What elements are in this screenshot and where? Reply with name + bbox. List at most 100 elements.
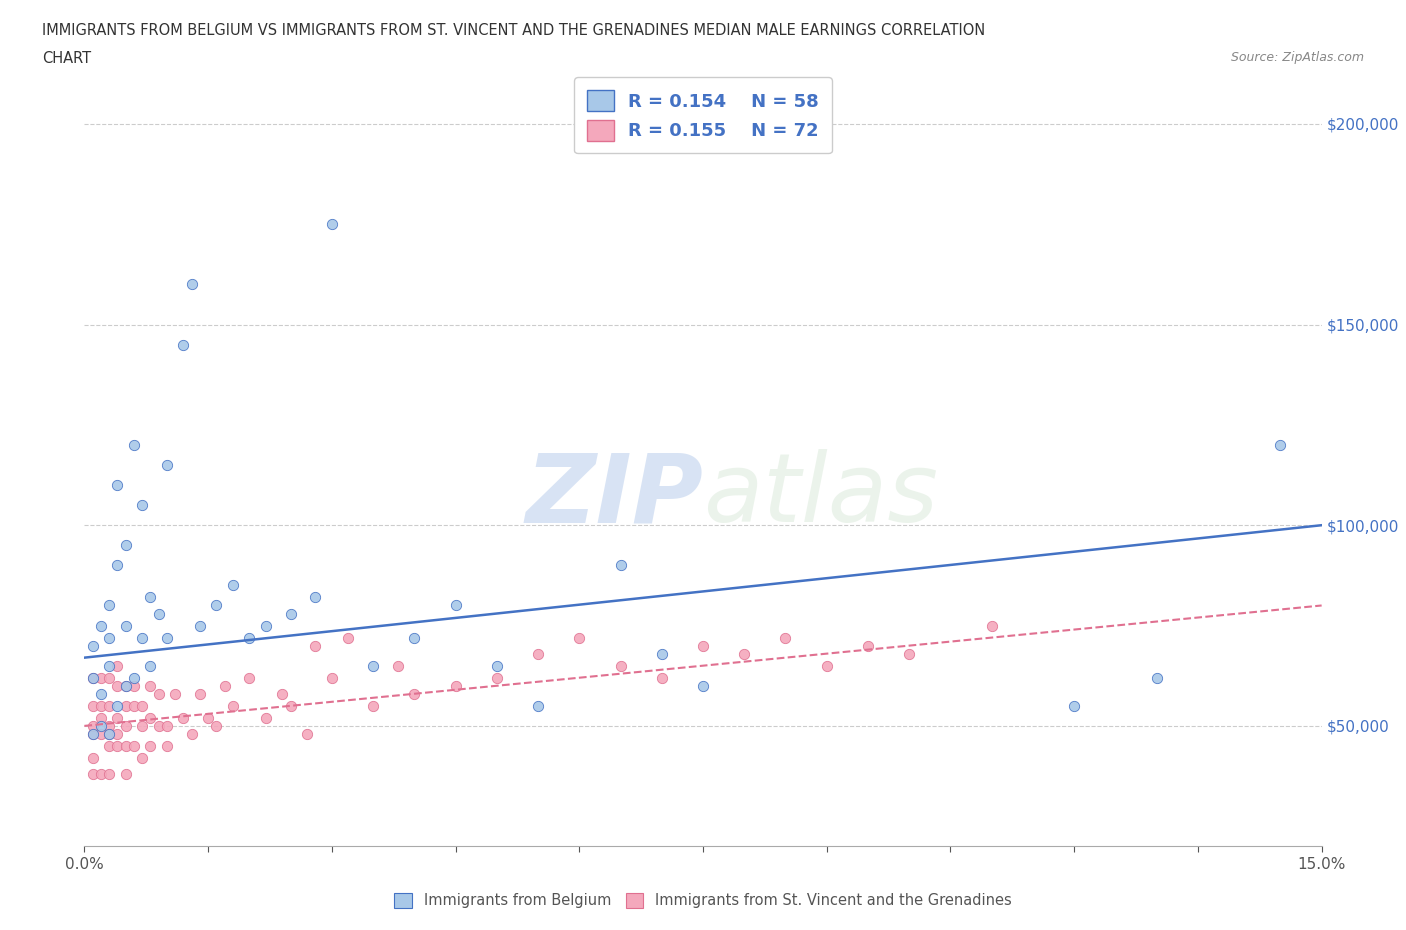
Point xyxy=(105,698,128,713)
Point xyxy=(114,618,136,633)
Point xyxy=(180,726,202,741)
Point xyxy=(82,726,104,741)
Point xyxy=(527,646,550,661)
Point xyxy=(214,678,236,693)
Legend: Immigrants from Belgium, Immigrants from St. Vincent and the Grenadines: Immigrants from Belgium, Immigrants from… xyxy=(387,885,1019,915)
Point xyxy=(898,646,921,661)
Point xyxy=(114,719,136,734)
Point xyxy=(98,631,121,645)
Point xyxy=(156,738,179,753)
Point xyxy=(692,678,714,693)
Point xyxy=(98,726,121,741)
Point xyxy=(444,678,467,693)
Point xyxy=(1270,437,1292,452)
Point xyxy=(105,678,128,693)
Point xyxy=(139,590,162,604)
Point xyxy=(238,631,260,645)
Point xyxy=(82,726,104,741)
Point xyxy=(105,478,128,493)
Point xyxy=(114,678,136,693)
Point xyxy=(90,719,112,734)
Point xyxy=(222,578,245,592)
Text: CHART: CHART xyxy=(42,51,91,66)
Point xyxy=(527,698,550,713)
Point xyxy=(205,598,228,613)
Point xyxy=(1146,671,1168,685)
Point xyxy=(98,671,121,685)
Point xyxy=(775,631,797,645)
Point xyxy=(114,538,136,552)
Point xyxy=(651,671,673,685)
Point xyxy=(156,631,179,645)
Point xyxy=(90,686,112,701)
Point xyxy=(361,698,384,713)
Point xyxy=(485,658,508,673)
Point xyxy=(139,658,162,673)
Point xyxy=(105,558,128,573)
Point xyxy=(82,751,104,765)
Point xyxy=(271,686,294,701)
Point xyxy=(980,618,1002,633)
Point xyxy=(98,658,121,673)
Point xyxy=(122,738,145,753)
Text: ZIP: ZIP xyxy=(524,449,703,542)
Point xyxy=(90,711,112,725)
Point xyxy=(304,590,326,604)
Point xyxy=(131,751,153,765)
Point xyxy=(105,726,128,741)
Point xyxy=(304,638,326,653)
Point xyxy=(280,606,302,621)
Point xyxy=(222,698,245,713)
Point xyxy=(568,631,591,645)
Point xyxy=(404,686,426,701)
Point xyxy=(815,658,838,673)
Point xyxy=(98,738,121,753)
Point xyxy=(148,686,170,701)
Point xyxy=(856,638,879,653)
Point xyxy=(188,618,211,633)
Point xyxy=(205,719,228,734)
Point xyxy=(98,719,121,734)
Point xyxy=(609,658,631,673)
Point xyxy=(131,698,153,713)
Point xyxy=(122,698,145,713)
Point xyxy=(172,338,194,352)
Point xyxy=(280,698,302,713)
Point xyxy=(139,678,162,693)
Point xyxy=(485,671,508,685)
Point xyxy=(90,698,112,713)
Point xyxy=(114,678,136,693)
Text: IMMIGRANTS FROM BELGIUM VS IMMIGRANTS FROM ST. VINCENT AND THE GRENADINES MEDIAN: IMMIGRANTS FROM BELGIUM VS IMMIGRANTS FR… xyxy=(42,23,986,38)
Point xyxy=(131,498,153,512)
Point xyxy=(238,671,260,685)
Point xyxy=(148,606,170,621)
Point xyxy=(337,631,360,645)
Point xyxy=(148,719,170,734)
Point xyxy=(98,698,121,713)
Point xyxy=(105,738,128,753)
Point xyxy=(733,646,755,661)
Text: atlas: atlas xyxy=(703,449,938,542)
Point xyxy=(254,618,277,633)
Point xyxy=(90,766,112,781)
Point xyxy=(387,658,409,673)
Point xyxy=(692,638,714,653)
Point xyxy=(609,558,631,573)
Point xyxy=(444,598,467,613)
Point xyxy=(295,726,318,741)
Point xyxy=(404,631,426,645)
Point xyxy=(139,711,162,725)
Point xyxy=(254,711,277,725)
Point xyxy=(82,719,104,734)
Point xyxy=(172,711,194,725)
Point xyxy=(156,719,179,734)
Point xyxy=(122,671,145,685)
Point xyxy=(82,698,104,713)
Point xyxy=(156,458,179,472)
Point xyxy=(122,678,145,693)
Point xyxy=(114,766,136,781)
Point xyxy=(139,738,162,753)
Point xyxy=(90,726,112,741)
Point xyxy=(165,686,187,701)
Point xyxy=(82,638,104,653)
